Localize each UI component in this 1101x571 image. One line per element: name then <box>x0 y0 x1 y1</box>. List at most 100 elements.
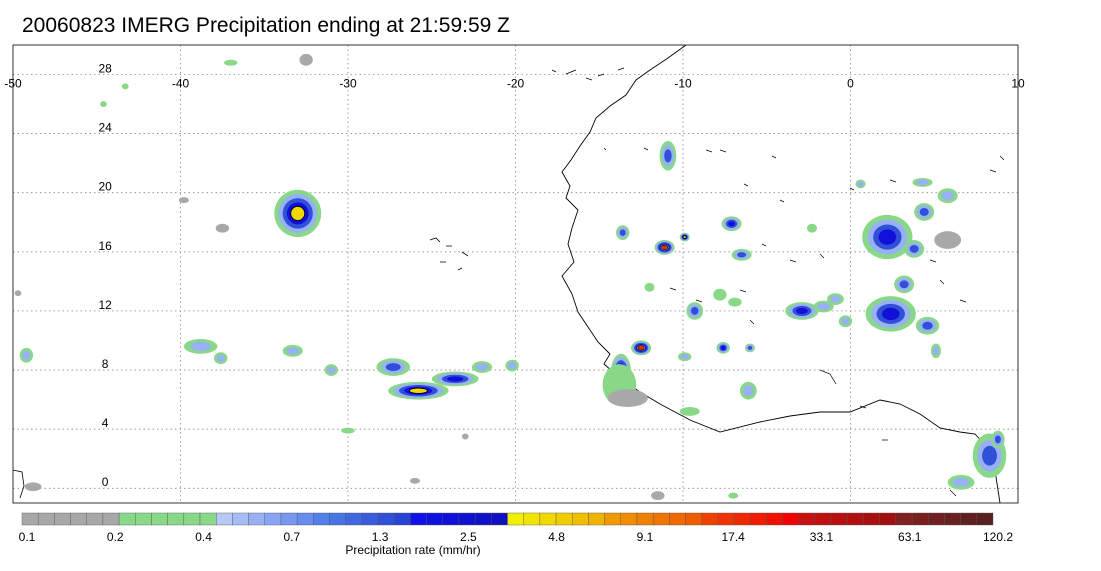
colorbar-swatch <box>102 512 120 526</box>
precip-cell <box>644 282 655 292</box>
precip-contour <box>408 387 428 394</box>
precip-cell <box>616 225 630 241</box>
precip-ring <box>121 83 129 90</box>
precip-ring <box>638 346 644 350</box>
sea-outline-west <box>13 469 25 499</box>
precip-cell <box>679 406 700 416</box>
colorbar-tick-label: 120.2 <box>983 530 1013 544</box>
colorbar-swatch <box>54 512 71 526</box>
colorbar-swatch <box>685 512 702 526</box>
precip-cell <box>431 371 479 387</box>
precip-ring <box>619 229 626 236</box>
precip-cell <box>865 296 916 332</box>
precip-contour <box>637 345 645 351</box>
precip-ring <box>737 252 747 258</box>
precip-cell <box>686 302 704 320</box>
colorbar-swatch <box>588 512 605 526</box>
precip-cell <box>388 381 449 400</box>
colorbar-swatch <box>329 512 346 526</box>
precip-ring <box>341 427 355 434</box>
colorbar-tick-label: 0.7 <box>283 530 300 544</box>
precip-ring <box>691 306 699 315</box>
colorbar-swatch <box>572 512 589 526</box>
colorbar-swatch <box>264 512 282 526</box>
colorbar-swatch <box>151 512 168 526</box>
precip-cell <box>728 492 739 499</box>
colorbar-swatch <box>426 512 443 526</box>
precip-ring <box>385 363 401 372</box>
precip-ring <box>899 280 909 289</box>
precip-cell <box>862 214 913 260</box>
precip-cell <box>914 203 935 221</box>
colorbar-swatch <box>911 512 929 526</box>
precip-cell <box>24 482 42 492</box>
precip-cell <box>827 293 844 306</box>
precip-cell <box>341 427 355 434</box>
precip-ring <box>934 231 962 249</box>
colorbar-swatch <box>313 512 330 526</box>
precip-ring <box>941 191 954 201</box>
precip-cell <box>716 341 730 354</box>
precip-cell <box>19 347 34 363</box>
precip-cell <box>100 101 107 108</box>
precip-cell <box>215 223 230 233</box>
colorbar-swatch <box>248 512 265 526</box>
precip-ring <box>679 406 700 416</box>
precip-cell <box>934 231 962 249</box>
latitude-labels: 28 24 20 16 12 8 4 0 <box>98 62 112 490</box>
precip-cell <box>739 381 757 400</box>
precip-ring <box>728 492 739 499</box>
colorbar-tick-label: 4.8 <box>548 530 565 544</box>
precip-cell <box>299 53 313 66</box>
precip-ring <box>224 59 238 66</box>
page-title: 20060823 IMERG Precipitation ending at 2… <box>22 14 510 37</box>
colorbar-swatch <box>280 512 298 526</box>
colorbar-swatch <box>733 512 751 526</box>
precip-cell <box>409 477 421 484</box>
colorbar-swatch <box>410 512 427 526</box>
precipitation-cells <box>14 53 1007 501</box>
map-border <box>12 44 1019 504</box>
precip-cell <box>121 83 129 90</box>
lon-tick-label: -10 <box>674 77 692 91</box>
colorbar-swatch <box>539 512 557 526</box>
precip-cell <box>631 340 652 356</box>
precip-ring <box>728 221 736 227</box>
precip-cell <box>677 352 692 362</box>
lat-tick-label: 12 <box>98 298 112 312</box>
precip-ring <box>24 482 42 492</box>
precip-ring <box>857 181 864 187</box>
colorbar-swatch <box>296 512 314 526</box>
colorbar-swatch <box>960 512 978 526</box>
coastline-west-africa <box>561 45 1001 503</box>
precip-ring <box>743 385 754 397</box>
colorbar-swatch <box>669 512 686 526</box>
lon-tick-label: 0 <box>847 77 854 91</box>
precip-ring <box>475 363 489 371</box>
precip-cell <box>183 339 218 354</box>
grid-lines <box>13 45 1018 503</box>
inland-water <box>603 147 1005 497</box>
colorbar-swatch <box>798 512 816 526</box>
precip-cell <box>679 232 690 242</box>
precip-cell <box>721 216 742 232</box>
colorbar-swatch <box>766 512 783 526</box>
precip-ring <box>447 376 464 382</box>
precip-ring <box>683 235 687 239</box>
colorbar-swatch <box>555 512 573 526</box>
precip-ring <box>190 341 211 351</box>
precip-ring <box>916 179 929 186</box>
colorbar-swatch <box>701 512 719 526</box>
precip-cell <box>505 359 519 372</box>
colorbar-swatch <box>507 512 524 526</box>
colorbar-tick-label: 17.4 <box>722 530 746 544</box>
precip-ring <box>881 307 900 321</box>
colorbar-swatch <box>474 512 492 526</box>
precip-ring <box>327 366 336 374</box>
lat-tick-label: 8 <box>102 357 109 371</box>
precip-ring <box>922 321 933 330</box>
precip-ring <box>216 354 225 362</box>
colorbar-swatch <box>782 512 799 526</box>
precip-ring <box>796 307 808 315</box>
lat-tick-label: 0 <box>102 475 109 489</box>
